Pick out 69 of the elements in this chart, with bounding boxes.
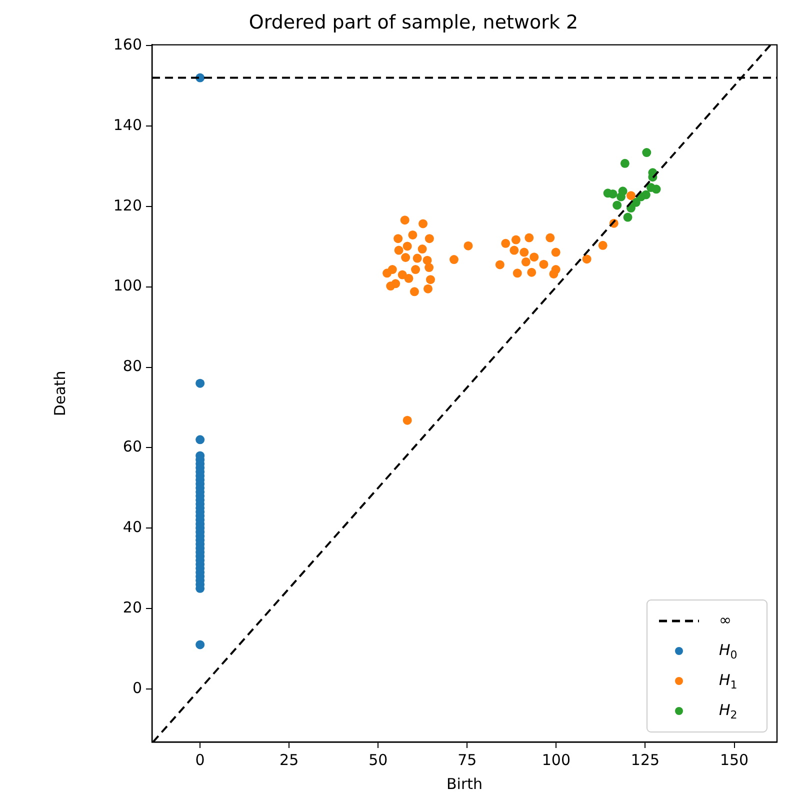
y-tick-label: 20 xyxy=(122,598,142,616)
point xyxy=(196,435,205,444)
point xyxy=(404,274,414,283)
point xyxy=(394,246,404,255)
point xyxy=(642,148,652,158)
point xyxy=(546,233,555,242)
point xyxy=(521,257,530,266)
y-tick-label: 140 xyxy=(113,116,142,134)
point xyxy=(411,265,420,274)
x-tick-label: 25 xyxy=(280,750,299,769)
point xyxy=(464,241,473,250)
point xyxy=(511,235,520,244)
point xyxy=(400,216,410,225)
point xyxy=(539,260,548,269)
point xyxy=(426,275,435,284)
point xyxy=(418,244,427,254)
chart-title: Ordered part of sample, network 2 xyxy=(248,11,578,34)
x-tick-label: 0 xyxy=(195,750,205,769)
x-tick-label: 50 xyxy=(368,750,388,769)
point xyxy=(612,200,622,210)
x-axis-title: Birth xyxy=(446,774,483,793)
point xyxy=(524,233,534,242)
y-tick-label: 120 xyxy=(113,196,142,214)
point xyxy=(449,255,458,264)
point xyxy=(641,190,650,200)
x-tick-label: 100 xyxy=(542,750,571,769)
point xyxy=(423,284,432,294)
point xyxy=(530,252,539,262)
y-tick-label: 160 xyxy=(113,35,142,54)
y-tick-label: 40 xyxy=(122,518,142,536)
point xyxy=(551,248,560,257)
y-tick-label: 60 xyxy=(122,438,142,456)
point xyxy=(626,191,636,200)
point xyxy=(424,263,434,272)
y-tick-label: 80 xyxy=(122,357,142,376)
point xyxy=(495,260,504,270)
point xyxy=(412,254,422,263)
x-tick-label: 150 xyxy=(720,750,749,769)
x-tick-label: 75 xyxy=(458,750,477,769)
point xyxy=(394,234,403,244)
point xyxy=(616,192,626,202)
x-tick-label: 125 xyxy=(630,750,660,769)
point xyxy=(402,416,412,425)
point xyxy=(623,212,632,222)
point xyxy=(196,378,205,388)
point xyxy=(402,242,412,251)
point xyxy=(418,219,428,228)
point xyxy=(410,287,419,296)
point xyxy=(424,234,434,244)
point xyxy=(401,253,410,262)
point xyxy=(582,254,592,264)
point xyxy=(422,256,432,265)
point xyxy=(391,279,400,288)
point xyxy=(620,158,630,168)
point xyxy=(388,265,397,274)
point xyxy=(408,230,418,240)
point xyxy=(527,268,536,277)
point xyxy=(501,238,510,248)
point xyxy=(196,640,205,650)
point xyxy=(549,269,558,278)
y-tick-label: 100 xyxy=(113,276,142,295)
point xyxy=(598,240,608,250)
point xyxy=(512,268,522,278)
point xyxy=(510,246,519,255)
point xyxy=(652,184,661,194)
point xyxy=(520,248,529,257)
legend-label: ∞ xyxy=(719,610,732,629)
y-axis-title: Death xyxy=(50,370,69,416)
y-tick-label: 0 xyxy=(132,678,142,697)
